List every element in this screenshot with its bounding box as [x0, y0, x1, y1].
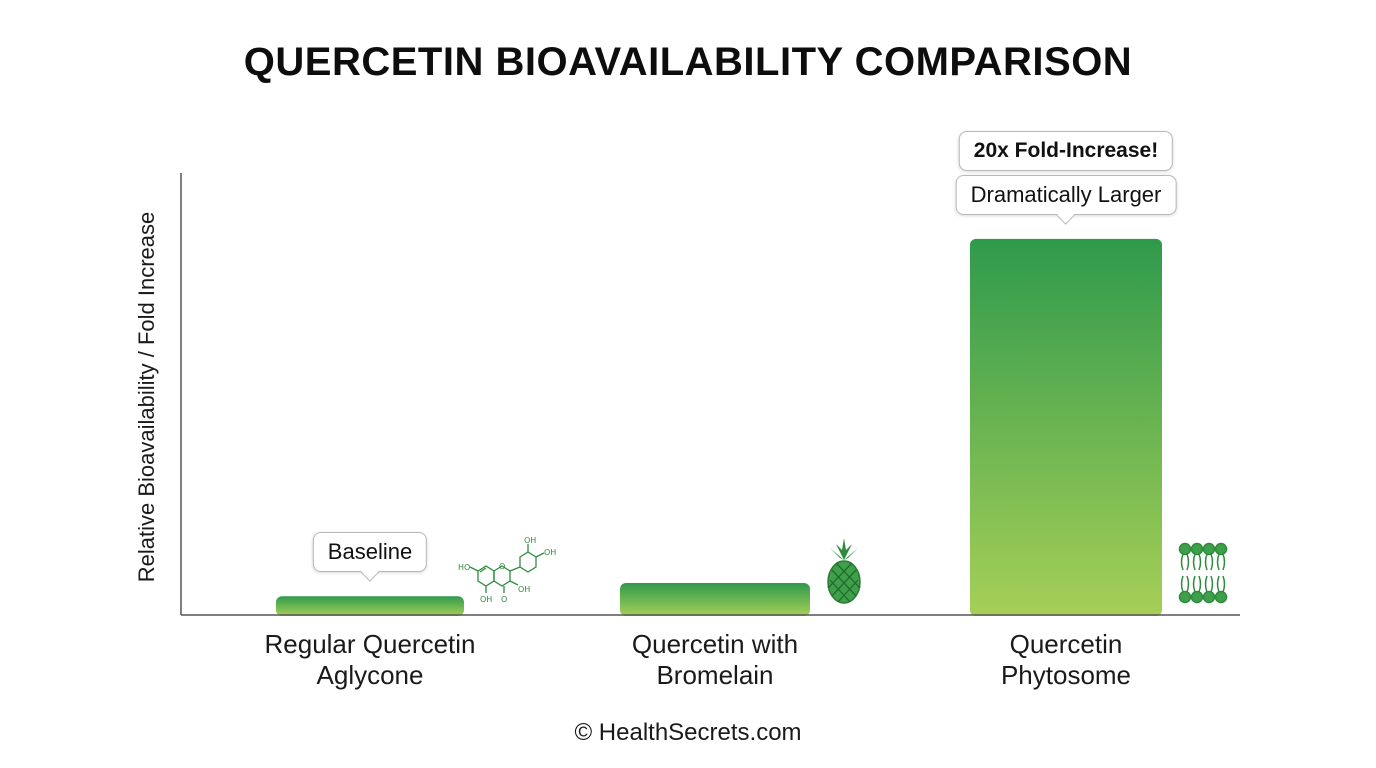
bar-1: [276, 596, 464, 616]
copyright-footer: © HealthSecrets.com: [574, 719, 802, 746]
svg-text:O: O: [499, 562, 505, 571]
category-label-3: Quercetin Phytosome: [1000, 629, 1132, 690]
annotation-callout-3: Dramatically Larger: [955, 174, 1177, 225]
category-label-2: Quercetin with Bromelain: [631, 629, 799, 690]
annotation-text: Dramatically Larger: [970, 181, 1162, 207]
y-axis-label: Relative Bioavailability / Fold Increase: [134, 211, 159, 583]
annotation-text: Baseline: [327, 539, 413, 565]
bar-2: [620, 583, 810, 616]
pineapple-icon: [827, 538, 861, 604]
svg-text:OH: OH: [524, 536, 536, 545]
svg-text:HO: HO: [458, 563, 470, 572]
chart-title: QUERCETIN BIOAVAILABILITY COMPARISON: [243, 40, 1133, 84]
category-label-1: Regular Quercetin Aglycone: [264, 629, 476, 690]
svg-text:OH: OH: [518, 585, 530, 594]
svg-text:OH: OH: [544, 548, 556, 557]
fold-increase-badge: 20x Fold-Increase!: [958, 130, 1174, 171]
svg-text:O: O: [501, 595, 507, 604]
svg-text:OH: OH: [480, 595, 492, 604]
annotation-callout-1: Baseline: [312, 532, 428, 582]
quercetin-molecule-icon: HO OH OH OH OH O O: [458, 536, 556, 604]
phospholipid-bilayer-icon: [1178, 542, 1228, 604]
bar-3: [970, 238, 1162, 617]
